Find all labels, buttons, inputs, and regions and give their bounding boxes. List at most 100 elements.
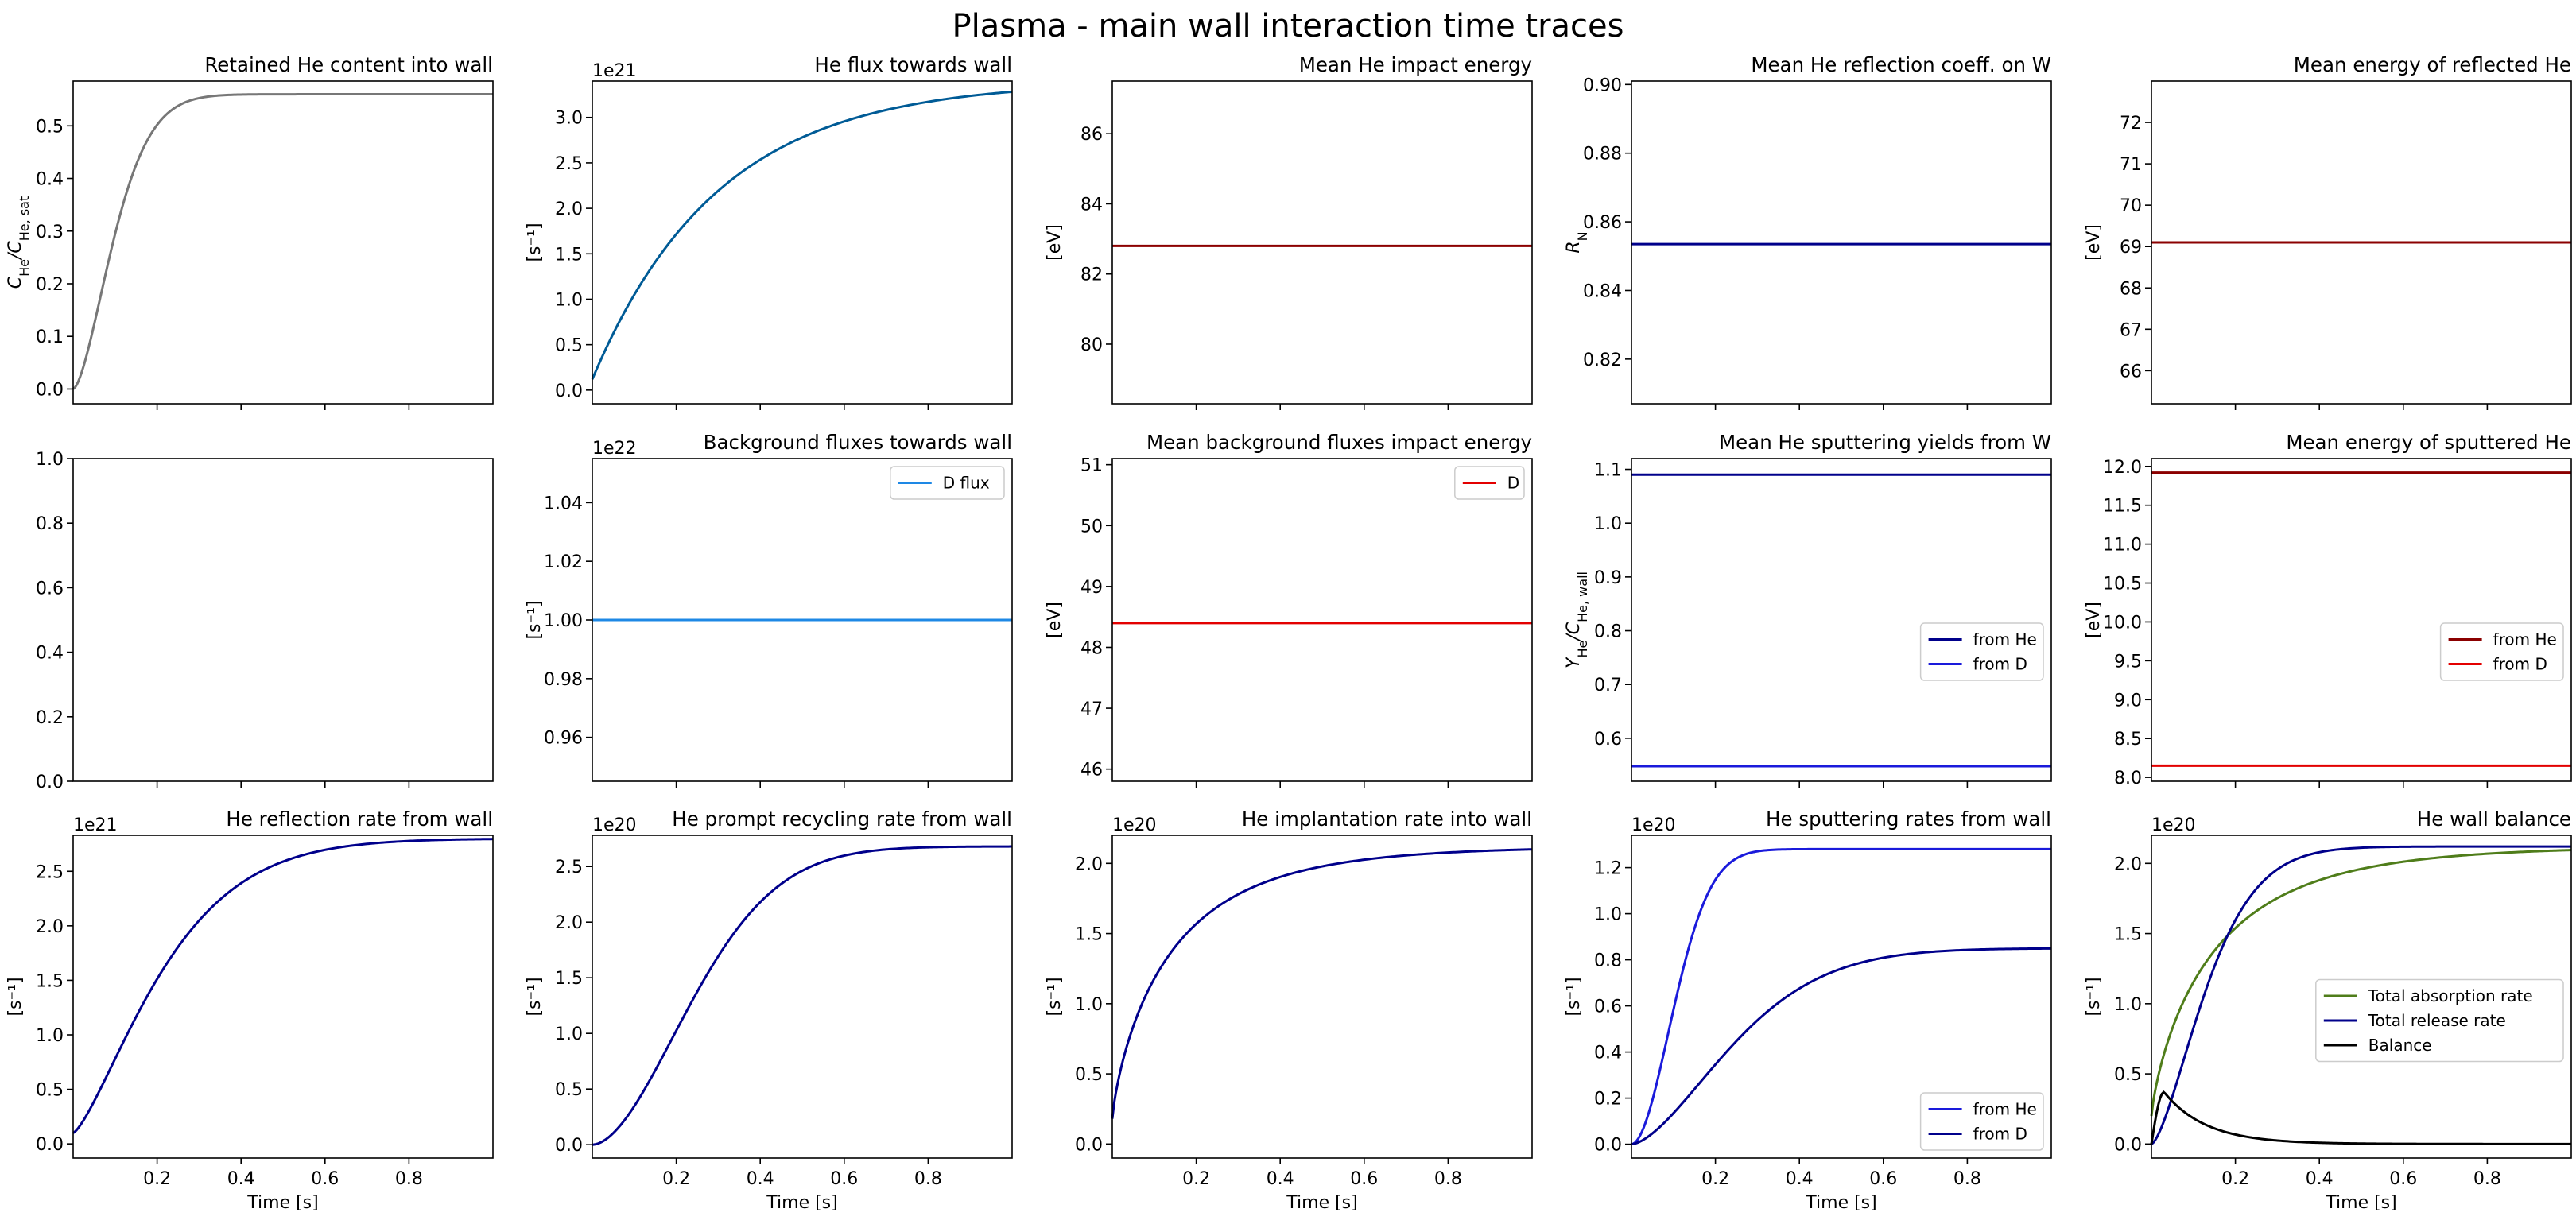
subplot-title-r2c0: He reflection rate from wall [226, 808, 493, 831]
ytick-label-r2c1-3: 1.5 [555, 969, 583, 989]
axes-frame-r1c2 [1111, 458, 1533, 782]
axes-frame-r1c3 [1631, 458, 2052, 782]
xtick-label-r2c3-1: 0.4 [1786, 1169, 1814, 1189]
series-line-r2c3-1 [1631, 947, 2052, 1146]
ytick-label-r0c0-1: 0.1 [36, 327, 64, 347]
xtick-label-r2c0-0: 0.2 [143, 1169, 171, 1189]
ytick-label-r0c4-5: 71 [2120, 155, 2142, 175]
xtick-label-r2c1-3: 0.8 [914, 1169, 942, 1189]
ylabel-r0c0: CHe/CHe, sat [6, 196, 32, 289]
ytick-label-r1c0-0: 0.0 [36, 773, 64, 792]
series-line-r2c4-1 [2151, 845, 2571, 1145]
ytick-label-r1c3-5: 1.1 [1594, 461, 1622, 481]
legend-label-r2c4-2: Balance [2368, 1036, 2432, 1055]
subplot-title-r2c2: He implantation rate into wall [1242, 808, 1532, 831]
legend-label-r1c4-0: from He [2493, 630, 2557, 649]
subplot-r0c1: 0.0 0.5 1.0 1.5 2.0 2.5 3.0 He flux towards wal… [525, 53, 1013, 410]
subplot-r0c0: 0.0 0.1 0.2 0.3 0.4 0.5 Retained He content in… [6, 53, 494, 410]
subplot-title-r0c3: Mean He reflection coeff. on W [1751, 53, 2051, 76]
ytick-label-r1c3-4: 1.0 [1594, 514, 1622, 534]
legend-r1c4: from He from D [2439, 622, 2564, 681]
ytick-label-r1c4-2: 9.0 [2114, 691, 2142, 711]
ylabel-r0c1: [s⁻¹] [525, 223, 545, 261]
series-line-r2c1-0 [592, 845, 1012, 1146]
ytick-label-r1c1-4: 1.04 [544, 494, 583, 513]
xtick-label-r2c4-2: 0.6 [2389, 1169, 2417, 1189]
series-line-r0c1-0 [591, 90, 1013, 380]
series-line-r0c0-0 [72, 93, 493, 390]
xtick-label-r2c2-1: 0.4 [1267, 1169, 1294, 1189]
ytick-label-r0c1-5: 2.5 [555, 154, 583, 174]
ytick-label-r1c4-8: 12.0 [2103, 458, 2142, 478]
subplot-r1c4: 8.0 8.5 9.0 9.5 10.0 10.5 11.0 11.5 12.0 Mean ene… [2084, 431, 2572, 788]
xtick-label-r2c1-0: 0.2 [662, 1169, 690, 1189]
subplot-r2c2: 0.2 0.4 0.6 0.8 0.0 0.5 1.0 1.5 2.0 He implantati… [1045, 808, 1533, 1213]
xtick-label-r2c0-2: 0.6 [311, 1169, 339, 1189]
ylabel-r0c2: [eV] [1045, 224, 1065, 261]
xlabel-r2c0: Time [s] [246, 1193, 318, 1213]
ytick-label-r2c4-2: 1.0 [2114, 995, 2142, 1015]
subplot-r0c4: 66 67 68 69 70 71 72 Mean energy of reflected H… [2084, 53, 2572, 410]
subplot-r2c0: 0.2 0.4 0.6 0.8 0.0 0.5 1.0 1.5 2.0 2.5 He reflect… [6, 808, 494, 1213]
subplot-r1c2: 46 47 48 49 50 51 Mean background fluxes impac… [1045, 431, 1533, 788]
ytick-label-r2c3-2: 0.4 [1594, 1044, 1622, 1063]
legend-r1c3: from He from D [1919, 622, 2044, 681]
subplot-r0c2: 80 82 84 86 Mean He impact energy [eV] [1045, 53, 1533, 410]
ytick-label-r1c1-2: 1.00 [544, 611, 583, 631]
ytick-label-r2c2-3: 1.5 [1075, 925, 1103, 945]
ytick-label-r2c4-3: 1.5 [2114, 925, 2142, 945]
ytick-label-r0c2-1: 82 [1080, 265, 1103, 285]
ytick-label-r1c3-1: 0.7 [1594, 676, 1622, 695]
offset-label-r2c4: 1e20 [2151, 815, 2196, 835]
axes-frame-r1c4 [2151, 458, 2572, 782]
ytick-label-r1c4-1: 8.5 [2114, 730, 2142, 750]
axes-frame-r2c4 [2151, 835, 2572, 1159]
legend-label-r1c1-0: D flux [943, 474, 990, 493]
xlabel-r2c4: Time [s] [2325, 1193, 2396, 1213]
ylabel-r1c2: [eV] [1045, 602, 1065, 638]
ytick-label-r1c2-3: 49 [1080, 578, 1103, 598]
ytick-label-r2c1-5: 2.5 [555, 858, 583, 877]
ytick-label-r2c3-4: 0.8 [1594, 951, 1622, 971]
ytick-label-r1c3-2: 0.8 [1594, 622, 1622, 642]
ytick-label-r1c2-5: 51 [1080, 456, 1103, 476]
subplot-title-r1c1: Background fluxes towards wall [704, 431, 1012, 454]
ytick-label-r2c2-4: 2.0 [1075, 854, 1103, 874]
ytick-label-r0c3-1: 0.84 [1583, 281, 1622, 301]
xtick-label-r2c4-0: 0.2 [2221, 1169, 2249, 1189]
legend-r2c3: from He from D [1919, 1092, 2044, 1151]
ytick-label-r2c3-5: 1.0 [1594, 905, 1622, 925]
xtick-label-r2c4-1: 0.4 [2306, 1169, 2334, 1189]
subplot-r2c4: 0.2 0.4 0.6 0.8 0.0 0.5 1.0 1.5 2.0 He wall balan… [2084, 808, 2572, 1213]
legend-r1c1: D flux [890, 466, 1005, 500]
ylabel-r2c2: [s⁻¹] [1045, 977, 1065, 1016]
ytick-label-r1c1-3: 1.02 [544, 552, 583, 572]
xtick-label-r2c3-3: 0.8 [1953, 1169, 1981, 1189]
ylabel-r1c1: [s⁻¹] [525, 600, 545, 639]
ytick-label-r1c0-4: 0.8 [36, 514, 64, 534]
subplot-title-r2c4: He wall balance [2417, 808, 2571, 831]
xtick-label-r2c3-0: 0.2 [1701, 1169, 1729, 1189]
ytick-label-r1c4-7: 11.5 [2103, 497, 2142, 517]
ytick-label-r1c4-4: 10.0 [2103, 613, 2142, 633]
ytick-label-r0c2-3: 86 [1080, 125, 1103, 145]
xtick-label-r2c0-3: 0.8 [395, 1169, 423, 1189]
ytick-label-r1c3-3: 0.9 [1594, 568, 1622, 588]
ytick-label-r1c1-1: 0.98 [544, 670, 583, 690]
legend-r1c2: D [1454, 466, 1525, 500]
xlabel-r2c3: Time [s] [1805, 1193, 1876, 1213]
subplot-title-r0c4: Mean energy of reflected He [2294, 53, 2571, 76]
offset-label-r0c1: 1e21 [592, 61, 637, 81]
axes-frame-r0c2 [1111, 80, 1533, 405]
ytick-label-r1c2-4: 50 [1080, 517, 1103, 536]
subplot-title-r0c0: Retained He content into wall [204, 53, 493, 76]
ytick-label-r2c1-2: 1.0 [555, 1025, 583, 1044]
subplot-title-r1c4: Mean energy of sputtered He [2286, 431, 2571, 454]
offset-label-r1c1: 1e22 [592, 439, 637, 459]
ytick-label-r2c2-1: 0.5 [1075, 1065, 1103, 1085]
xlabel-r2c1: Time [s] [766, 1193, 837, 1213]
ytick-label-r1c4-0: 8.0 [2114, 769, 2142, 788]
ytick-label-r2c4-4: 2.0 [2114, 854, 2142, 874]
ylabel-r0c3: RN [1564, 231, 1590, 253]
legend-label-r2c4-0: Total absorption rate [2368, 986, 2533, 1005]
